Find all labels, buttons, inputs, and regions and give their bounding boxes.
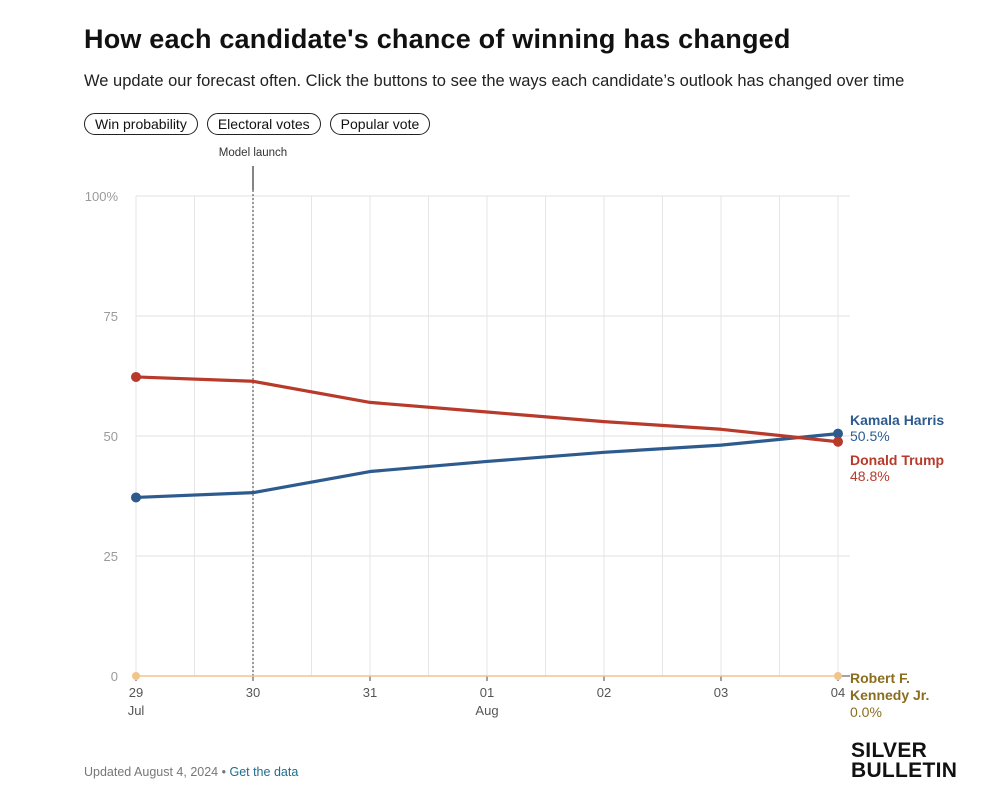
y-tick-label-100: 100%	[85, 189, 119, 204]
kennedy-data-point	[834, 672, 842, 680]
x-tick-month-label: Jul	[128, 703, 145, 718]
popular-vote-button[interactable]: Popular vote	[329, 113, 431, 135]
logo-line-1: SILVER	[851, 739, 928, 762]
logo-line-2: BULLETIN	[851, 759, 958, 782]
updated-date: Updated August 4, 2024	[84, 765, 219, 779]
chart-title: How each candidate's chance of winning h…	[84, 24, 791, 54]
footer: Updated August 4, 2024 • Get the data	[84, 765, 298, 779]
y-tick-label-75: 75	[104, 309, 118, 324]
x-tick-label: 03	[714, 685, 728, 700]
x-tick-month-label: Aug	[475, 703, 498, 718]
kennedy-name-label: Kennedy Jr.	[850, 687, 929, 703]
electoral-votes-button[interactable]: Electoral votes	[206, 113, 321, 135]
get-data-link[interactable]: Get the data	[229, 765, 299, 779]
x-tick-label: 02	[597, 685, 611, 700]
harris-data-point	[131, 492, 141, 503]
kennedy-name-label: Robert F.	[850, 670, 910, 686]
silver-bulletin-logo: SILVER BULLETIN	[851, 739, 958, 782]
view-toggle-buttons: Win probability Electoral votes Popular …	[84, 113, 431, 135]
x-tick-label: 04	[831, 685, 845, 700]
footer-separator: •	[218, 765, 230, 779]
trump-data-point	[131, 371, 141, 382]
y-tick-label-50: 50	[104, 429, 118, 444]
x-tick-label: 01	[480, 685, 494, 700]
x-tick-label: 31	[363, 685, 377, 700]
trump-value-label: 48.8%	[850, 468, 890, 484]
y-tick-label-0: 0	[111, 669, 118, 684]
chart-subtitle: We update our forecast often. Click the …	[84, 72, 905, 90]
harris-series-line	[134, 432, 840, 500]
model-launch-label: Model launch	[219, 147, 287, 159]
trump-series-line	[134, 375, 840, 444]
harris-value-label: 50.5%	[850, 428, 890, 444]
trump-data-point	[833, 436, 843, 447]
y-tick-label-25: 25	[104, 549, 118, 564]
kennedy-value-label: 0.0%	[850, 704, 882, 720]
x-tick-label: 29	[129, 685, 143, 700]
x-tick-label: 30	[246, 685, 260, 700]
trump-name-label: Donald Trump	[850, 452, 944, 468]
win-probability-button[interactable]: Win probability	[84, 113, 198, 135]
harris-data-point	[833, 428, 843, 439]
kennedy-data-point	[132, 672, 140, 680]
harris-name-label: Kamala Harris	[850, 412, 944, 428]
